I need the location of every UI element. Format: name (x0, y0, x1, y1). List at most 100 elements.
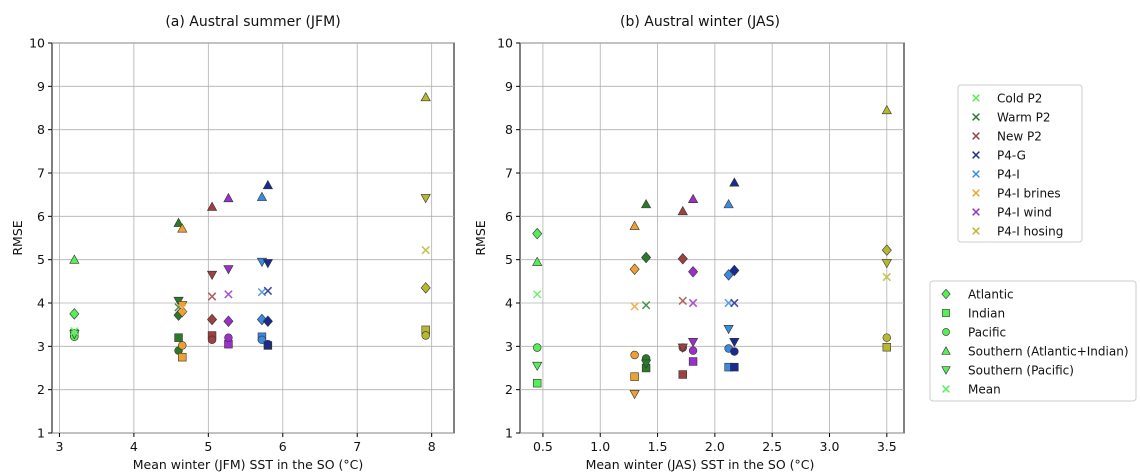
point-cold-p2-southern-pacific (532, 361, 543, 372)
y-tick-label: 2 (505, 382, 513, 397)
grid-lines (520, 42, 904, 434)
y-axis-label: RMSE (473, 220, 488, 255)
x-tick-label: 2.5 (762, 439, 782, 454)
point-p4-i-hosing-pacific (882, 333, 892, 342)
point-p4-i-hosing-atlantic (881, 244, 892, 256)
point-warm-p2-atlantic (641, 251, 652, 264)
point-p4-g-indian (730, 362, 739, 372)
point-p4-i-hosing-southern-pacific (420, 194, 431, 204)
point-p4-i-wind-pacific (688, 346, 698, 355)
x-axis-label: Mean winter (JFM) SST in the SO (°C) (133, 457, 364, 472)
point-p4-i-wind-atlantic (688, 266, 699, 278)
y-tick-label: 3 (505, 339, 513, 354)
x-tick-label: 8 (428, 439, 436, 454)
x-tick-label: 3.5 (877, 439, 897, 454)
x-tick-label: 7 (353, 439, 361, 454)
x-tick-label: 1.0 (590, 439, 610, 454)
point-new-p2-pacific (207, 335, 217, 345)
y-tick-label: 3 (37, 339, 45, 354)
point-p4-i-southern-atlantic-indian (256, 191, 268, 201)
legend-label: P4-I hosing (997, 225, 1063, 239)
point-new-p2-atlantic (677, 253, 688, 265)
legend-marker (941, 288, 951, 300)
point-p4-i-wind-pacific (224, 333, 233, 342)
y-tick-label: 7 (505, 166, 513, 181)
x-tick-label: 1.5 (648, 439, 668, 454)
point-cold-p2-southern-atlantic-indian (69, 254, 80, 264)
point-p4-i-brines-pacific (178, 341, 187, 350)
legend-label: Pacific (968, 326, 1006, 340)
x-tick-label: 0.5 (533, 439, 553, 454)
legend-frame (957, 84, 1083, 243)
plot-frame (519, 42, 905, 434)
point-p4-g-atlantic (729, 264, 740, 277)
y-tick-label: 10 (29, 36, 45, 51)
point-new-p2-southern-pacific (677, 343, 688, 353)
y-tick-label: 7 (37, 166, 45, 181)
point-cold-p2-southern-atlantic-indian (532, 256, 543, 266)
point-p4-i-hosing-southern-atlantic-indian (881, 104, 892, 115)
legend-marker (972, 208, 980, 216)
y-tick-label: 1 (505, 426, 513, 441)
legend-marker (972, 151, 980, 159)
y-tick-label: 5 (505, 252, 513, 267)
point-p4-i-hosing-mean (421, 245, 430, 255)
point-p4-i-southern-atlantic-indian (723, 198, 734, 209)
point-p4-i-wind-atlantic (223, 315, 234, 327)
point-p4-i-brines-southern-atlantic-indian (629, 220, 640, 230)
y-tick-label: 5 (37, 252, 45, 267)
x-tick-label: 6 (279, 439, 287, 454)
x-axis-label: Mean winter (JAS) SST in the SO (°C) (586, 457, 815, 472)
point-warm-p2-southern-atlantic-indian (640, 198, 652, 209)
point-p4-g-mean (263, 286, 273, 296)
grid-lines (52, 42, 454, 434)
point-p4-i-wind-mean (224, 290, 233, 299)
point-p4-i-wind-indian (688, 357, 698, 366)
legend-label: P4-I (997, 168, 1020, 182)
legend-marker (972, 227, 980, 235)
data-points (532, 104, 892, 400)
panel-winter: (b) Austral winter (JAS) 0.5 1.0 1.5 2.0 2.5… (473, 14, 905, 472)
legend-marker (942, 328, 950, 336)
point-p4-i-hosing-southern-atlantic-indian (420, 91, 431, 102)
legend-label: New P2 (997, 130, 1042, 144)
point-p4-i-brines-indian (630, 372, 639, 381)
legend-marker (972, 189, 980, 197)
point-p4-i-brines-southern-atlantic-indian (177, 223, 188, 233)
legend-label: Southern (Pacific) (968, 364, 1074, 378)
y-tick-label: 9 (37, 79, 45, 94)
y-tick-label: 8 (505, 122, 513, 137)
panel-title: (b) Austral winter (JAS) (620, 14, 780, 30)
point-p4-g-mean (730, 298, 739, 308)
point-warm-p2-southern-pacific (640, 359, 652, 369)
axis-ticks: 0.5 1.0 1.5 2.0 2.5 3.0 3.5 1 2 3 4 5 6 7 8 9 10 (497, 36, 897, 455)
y-tick-label: 4 (37, 296, 45, 311)
point-p4-i-hosing-atlantic (420, 282, 431, 294)
x-tick-label: 3 (55, 439, 63, 454)
legend-label: Indian (968, 307, 1005, 321)
point-p4-i-hosing-mean (882, 272, 892, 282)
point-new-p2-mean (207, 292, 217, 301)
point-new-p2-indian (678, 370, 687, 379)
legend-label: Warm P2 (997, 111, 1051, 125)
point-p4-i-brines-atlantic (177, 305, 188, 318)
legend-marker (972, 132, 980, 140)
point-cold-p2-indian (532, 378, 542, 388)
point-p4-i-wind-southern-atlantic-indian (687, 193, 699, 203)
x-tick-label: 5 (204, 439, 212, 454)
legend-label: P4-I wind (997, 206, 1052, 220)
legend-label: P4-G (997, 149, 1026, 163)
legend-marker (972, 170, 980, 178)
point-cold-p2-pacific (532, 343, 542, 352)
point-new-p2-southern-atlantic-indian (206, 201, 218, 211)
axis-ticks: 3 4 5 6 7 8 1 2 3 4 5 6 7 8 9 10 (29, 36, 436, 455)
legend-experiments: Cold P2 Warm P2 New P2 P4-G P4-I P4-I brines P… (957, 84, 1083, 243)
y-tick-label: 4 (505, 296, 513, 311)
plot-frame (51, 42, 455, 434)
x-tick-label: 4 (130, 439, 138, 454)
legend-marker (942, 385, 950, 393)
y-tick-label: 8 (37, 122, 45, 137)
point-p4-i-hosing-indian (882, 342, 892, 352)
point-new-p2-mean (678, 296, 687, 306)
